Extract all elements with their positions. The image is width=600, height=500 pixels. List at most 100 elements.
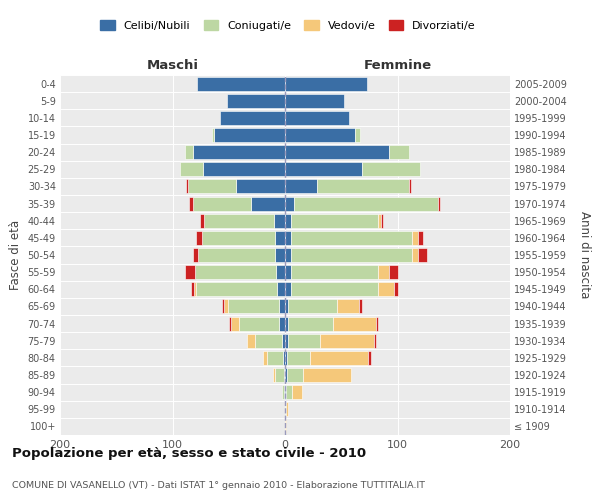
Bar (289, 300, 337, 314)
Bar (199, 248, 275, 262)
Bar (286, 385, 292, 399)
Bar (418, 248, 427, 262)
Bar (285, 128, 355, 142)
Bar (376, 316, 379, 330)
Bar (196, 231, 202, 245)
Bar (379, 265, 389, 279)
Bar (285, 145, 389, 159)
Bar (263, 351, 267, 365)
Bar (280, 300, 285, 314)
Bar (275, 248, 285, 262)
Bar (231, 316, 239, 330)
Bar (267, 351, 283, 365)
Bar (280, 316, 285, 330)
Bar (227, 300, 280, 314)
Bar (374, 334, 376, 347)
Text: Femmine: Femmine (364, 60, 431, 72)
Bar (212, 128, 214, 142)
Bar (285, 162, 361, 176)
Bar (303, 368, 352, 382)
Bar (361, 162, 420, 176)
Bar (286, 402, 289, 416)
Bar (196, 282, 277, 296)
Bar (438, 196, 440, 210)
Bar (224, 300, 227, 314)
Bar (412, 248, 418, 262)
Text: Popolazione per età, sesso e stato civile - 2010: Popolazione per età, sesso e stato civil… (12, 448, 366, 460)
Bar (334, 316, 376, 330)
Bar (285, 231, 290, 245)
Bar (284, 368, 285, 382)
Bar (285, 111, 349, 125)
Bar (275, 231, 285, 245)
Bar (204, 214, 274, 228)
Bar (287, 351, 310, 365)
Bar (359, 300, 361, 314)
Y-axis label: Fasce di età: Fasce di età (9, 220, 22, 290)
Bar (227, 94, 285, 108)
Bar (337, 300, 359, 314)
Bar (289, 316, 334, 330)
Bar (193, 196, 251, 210)
Bar (290, 248, 412, 262)
Bar (379, 282, 394, 296)
Bar (285, 300, 289, 314)
Bar (199, 214, 204, 228)
Bar (202, 231, 275, 245)
Bar (285, 316, 289, 330)
Bar (287, 368, 303, 382)
Bar (289, 334, 320, 347)
Bar (285, 334, 289, 347)
Bar (285, 196, 294, 210)
Bar (229, 316, 231, 330)
Bar (284, 385, 285, 399)
Bar (394, 282, 398, 296)
Bar (285, 265, 290, 279)
Bar (220, 111, 285, 125)
Legend: Celibi/Nubili, Coniugati/e, Vedovi/e, Divorziati/e: Celibi/Nubili, Coniugati/e, Vedovi/e, Di… (96, 16, 480, 35)
Bar (276, 265, 285, 279)
Bar (290, 265, 379, 279)
Bar (181, 162, 203, 176)
Bar (290, 282, 379, 296)
Bar (285, 351, 287, 365)
Bar (409, 180, 411, 194)
Bar (185, 145, 193, 159)
Bar (214, 128, 285, 142)
Bar (368, 351, 371, 365)
Bar (285, 368, 287, 382)
Bar (285, 94, 343, 108)
Bar (355, 128, 361, 142)
Text: COMUNE DI VASANELLO (VT) - Dati ISTAT 1° gennaio 2010 - Elaborazione TUTTITALIA.: COMUNE DI VASANELLO (VT) - Dati ISTAT 1°… (12, 480, 425, 490)
Bar (320, 334, 374, 347)
Bar (274, 214, 285, 228)
Bar (254, 334, 281, 347)
Bar (251, 196, 285, 210)
Bar (222, 300, 224, 314)
Bar (277, 282, 285, 296)
Bar (190, 196, 193, 210)
Bar (186, 180, 188, 194)
Bar (185, 265, 195, 279)
Bar (195, 265, 276, 279)
Bar (283, 351, 285, 365)
Bar (285, 282, 290, 296)
Bar (193, 248, 199, 262)
Bar (272, 368, 275, 382)
Bar (294, 196, 438, 210)
Bar (191, 282, 194, 296)
Bar (285, 248, 290, 262)
Bar (194, 282, 196, 296)
Bar (285, 214, 290, 228)
Bar (380, 214, 383, 228)
Bar (290, 231, 412, 245)
Bar (292, 385, 302, 399)
Bar (285, 385, 286, 399)
Bar (281, 385, 284, 399)
Bar (235, 180, 285, 194)
Bar (389, 145, 409, 159)
Bar (285, 420, 286, 434)
Bar (285, 180, 317, 194)
Bar (285, 76, 367, 90)
Bar (389, 265, 398, 279)
